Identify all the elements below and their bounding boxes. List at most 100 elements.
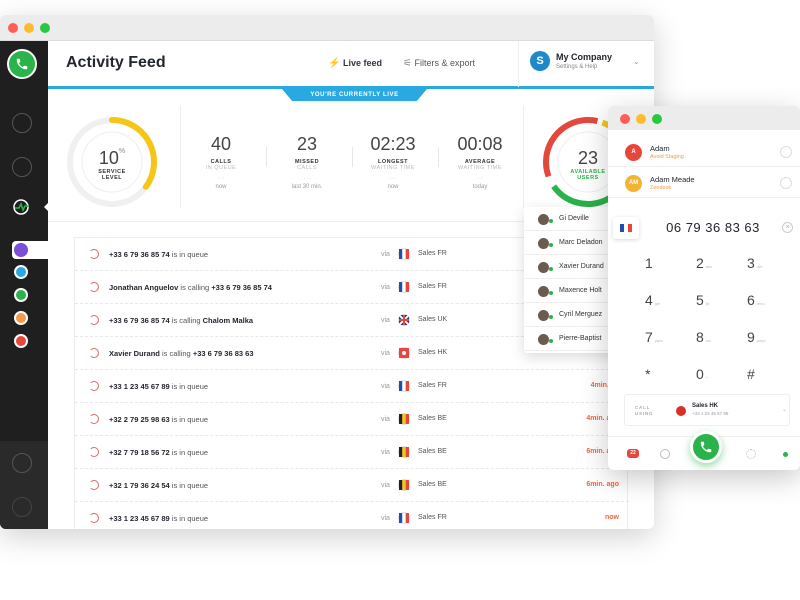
team-name: Sales BE (418, 448, 447, 455)
contacts-icon[interactable] (660, 449, 670, 459)
team-name: Sales FR (418, 250, 447, 257)
agent-item[interactable]: Cyril Merguez (524, 303, 634, 327)
callee: +33 6 79 36 83 63 (192, 349, 254, 358)
flag-fr-icon (398, 380, 410, 392)
minimize-window-button[interactable] (636, 114, 646, 124)
team-name: Sales FR (418, 283, 447, 290)
recent-contact[interactable]: AM Adam Meade Zendesk (608, 168, 800, 198)
clear-number-button[interactable]: × (782, 222, 793, 233)
stat-period: now (387, 184, 399, 190)
caller: +33 6 79 36 85 74 (109, 250, 170, 259)
maximize-window-button[interactable] (40, 23, 50, 33)
dial-number-input[interactable]: 06 79 36 83 63 (666, 220, 760, 235)
recent-contact[interactable]: A Adam Avoid Staging (608, 137, 800, 167)
filters-icon: ⚟ (403, 58, 412, 69)
feed-row[interactable]: +33 6 79 36 85 74 is calling Chalom Malk… (75, 304, 629, 337)
feed-row[interactable]: +33 1 23 45 67 89 is in queue via Sales F… (75, 370, 629, 403)
feed-row[interactable]: +32 1 79 36 24 54 is in queue via Sales B… (75, 469, 629, 502)
company-name[interactable]: My Company (556, 52, 613, 62)
elapsed-time: 4min. ago (586, 415, 619, 422)
flag-be-icon (398, 446, 410, 458)
keypad-key[interactable]: 7 pqrs (645, 329, 695, 349)
keypad-key[interactable]: 1 (645, 255, 695, 275)
call-status-icon (89, 414, 99, 424)
avatar (538, 238, 549, 249)
sidebar-item-integration-active[interactable] (12, 241, 48, 259)
filters-export-button[interactable]: ⚟ Filters & export (403, 58, 475, 69)
support-icon[interactable] (12, 453, 32, 473)
feed-row[interactable]: Jonathan Anguelov is calling +33 6 79 36… (75, 271, 629, 304)
maximize-window-button[interactable] (652, 114, 662, 124)
keypad-key[interactable]: 0 + (696, 366, 746, 386)
via-label: via (381, 416, 390, 423)
status-dot (549, 315, 553, 319)
chevron-down-icon[interactable]: ⌄ (633, 57, 640, 66)
settings-icon[interactable] (746, 449, 756, 459)
agent-item[interactable]: Pierre-Baptist (524, 327, 634, 351)
agent-item[interactable]: Gi Deville (524, 207, 634, 231)
close-window-button[interactable] (620, 114, 630, 124)
keypad-key[interactable]: 4 ghi (645, 292, 695, 312)
call-contact-icon[interactable] (780, 146, 792, 158)
feed-row[interactable]: +32 2 79 25 98 63 is in queue via Sales B… (75, 403, 629, 436)
service-level-gauge (67, 117, 157, 207)
keypad-key[interactable]: 2 abc (696, 255, 746, 275)
keypad-key[interactable]: 8 tuv (696, 329, 746, 349)
agent-name: Cyril Merguez (559, 311, 603, 318)
agent-item[interactable]: Xavier Durand (524, 255, 634, 279)
call-status-icon (89, 480, 99, 490)
feed-row[interactable]: +33 6 79 36 85 74 is in queue via Sales F… (75, 238, 629, 271)
stat-value: 02:23 (370, 134, 416, 154)
close-window-button[interactable] (8, 23, 18, 33)
call-contact-icon[interactable] (780, 177, 792, 189)
integration-green-icon[interactable] (14, 288, 28, 302)
contacts-icon[interactable] (12, 157, 32, 177)
service-level-value: 10 (98, 148, 119, 168)
live-feed-tab[interactable]: ⚡ Live feed (328, 58, 382, 69)
call-using-selector[interactable]: CALL USING Sales HK +33 1 23 45 67 89 ⌄ (624, 394, 790, 426)
integration-orange-icon[interactable] (14, 311, 28, 325)
via-label: via (381, 284, 390, 291)
filters-export-label: Filters & export (414, 58, 476, 68)
feed-row[interactable]: Xavier Durand is calling +33 6 79 36 83 … (75, 337, 629, 370)
call-status-icon (89, 282, 99, 292)
live-status-banner: YOU'RE CURRENTLY LIVE (282, 89, 427, 101)
key-digit: 1 (645, 255, 653, 271)
call-button[interactable] (690, 431, 722, 463)
settings-help-link[interactable]: Settings & Help (556, 64, 598, 70)
company-logo[interactable]: S (530, 51, 550, 71)
notifications-badge[interactable]: 22 (627, 449, 639, 458)
agent-item[interactable]: Marc Deladon (524, 231, 634, 255)
sidebar-phone-button[interactable] (7, 49, 37, 79)
keypad-key[interactable]: 6 mno (747, 292, 797, 312)
integration-blue-icon[interactable] (14, 265, 28, 279)
key-letters: wxyz (756, 338, 766, 343)
caller: +32 1 79 36 24 54 (109, 481, 170, 490)
country-selector[interactable] (613, 217, 639, 239)
sidebar-item-activity[interactable] (0, 191, 48, 223)
elapsed-time: 6min. ago (586, 481, 619, 488)
key-digit: 0 (696, 366, 704, 382)
stat-label-2: WAITING TIME (371, 165, 415, 171)
keypad-key[interactable]: 9 wxyz (747, 329, 797, 349)
keypad-key[interactable]: # (747, 366, 797, 386)
keypad-key[interactable]: 5 jkl (696, 292, 746, 312)
call-status-icon (89, 249, 99, 259)
feed-row[interactable]: +32 7 79 18 56 72 is in queue via Sales B… (75, 436, 629, 469)
minimize-window-button[interactable] (24, 23, 34, 33)
activity-feed-list: +33 6 79 36 85 74 is in queue via Sales F… (74, 237, 629, 529)
live-feed-label: Live feed (342, 58, 382, 68)
call-history-icon[interactable] (12, 113, 32, 133)
via-label: via (381, 317, 390, 324)
key-letters: + (705, 375, 709, 380)
avatar (538, 214, 549, 225)
agent-item[interactable]: Maxence Holt (524, 279, 634, 303)
service-level-unit: % (118, 148, 126, 155)
integration-red-icon[interactable] (14, 334, 28, 348)
user-avatar-icon[interactable] (12, 497, 32, 517)
keypad-key[interactable]: * (645, 366, 695, 386)
feed-text: +33 6 79 36 85 74 is calling Chalom Malk… (109, 316, 253, 325)
feed-text: Xavier Durand is calling +33 6 79 36 83 … (109, 349, 254, 358)
keypad-key[interactable]: 3 def (747, 255, 797, 275)
feed-row[interactable]: +33 1 23 45 67 89 is in queue via Sales F… (75, 502, 629, 529)
